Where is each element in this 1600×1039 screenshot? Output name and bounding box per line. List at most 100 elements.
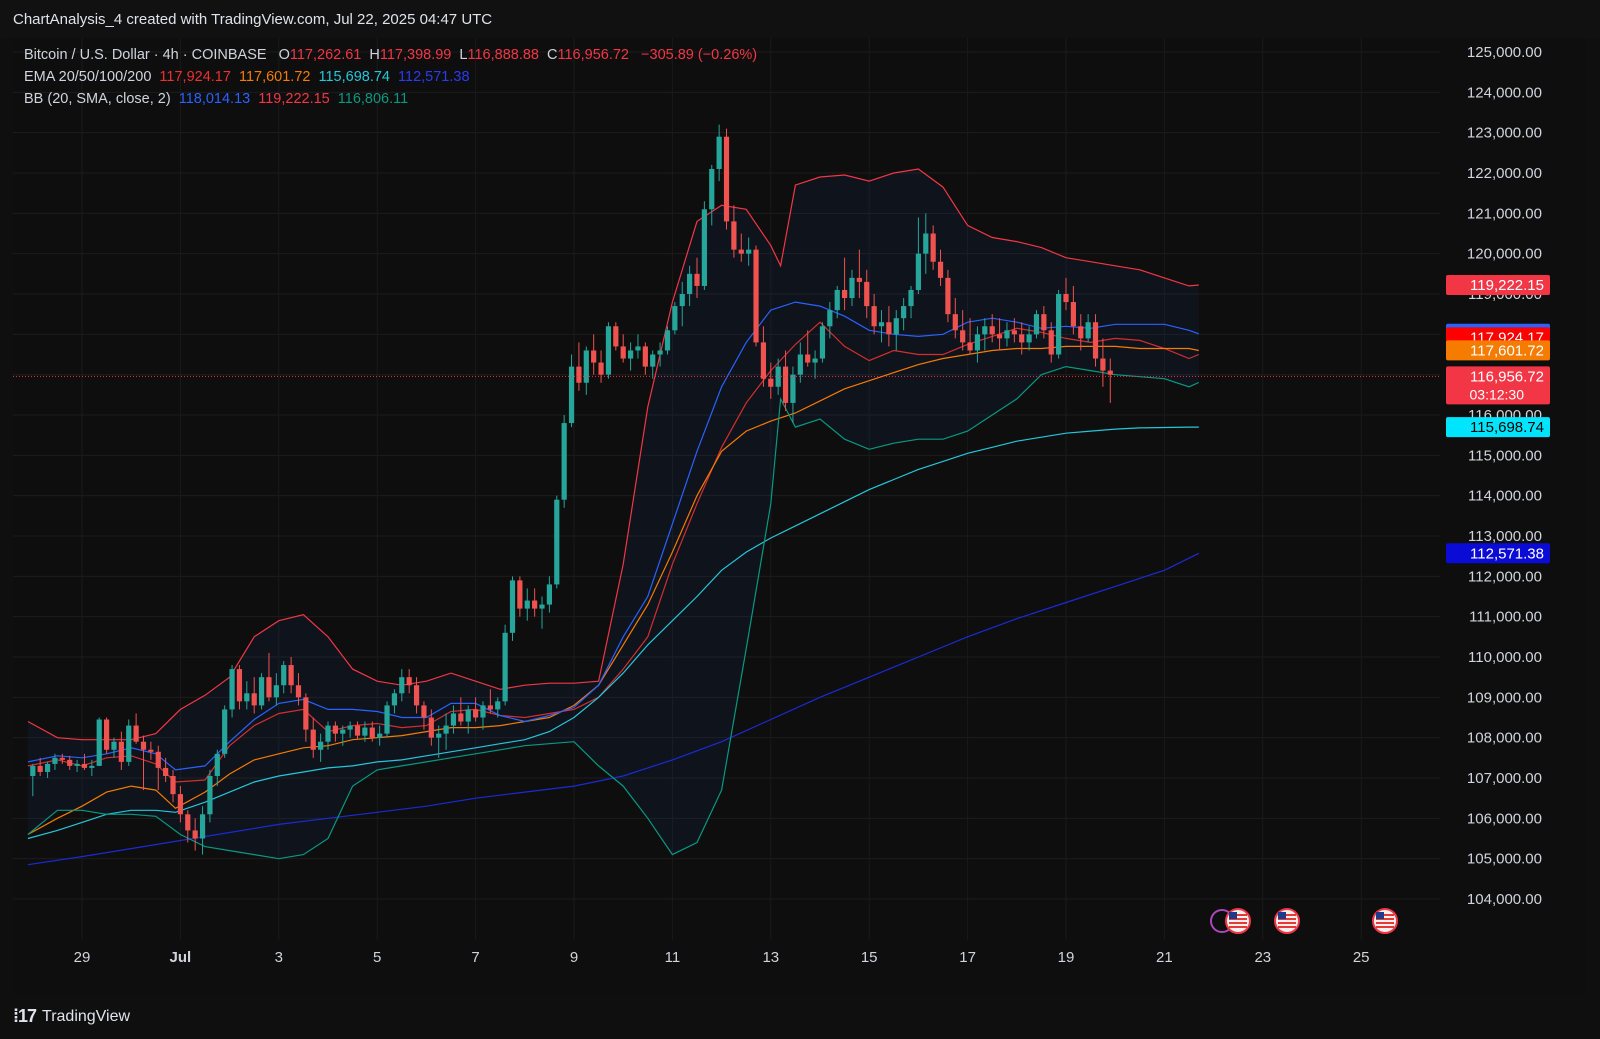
x-tick-label: 21 [1156, 949, 1173, 966]
candle-body [790, 374, 796, 403]
candle-body [524, 600, 530, 609]
candle-body [104, 719, 110, 750]
line-ema-50 [27, 345, 1199, 836]
candle-body [1085, 322, 1091, 339]
candle-body [901, 306, 907, 319]
candle-body [878, 322, 885, 327]
x-tick-label: 3 [275, 949, 283, 966]
candle-body [428, 717, 434, 738]
candle-body [384, 705, 390, 734]
candle-body [207, 775, 213, 815]
price-tag-label: 115,698.74 [1470, 419, 1544, 436]
line-ema-20 [27, 321, 1200, 783]
candlesticks [30, 124, 1113, 855]
candle-body [310, 729, 316, 750]
y-tick-label: 109,000.00 [1467, 689, 1542, 706]
x-tick-label: 13 [762, 949, 779, 966]
event-markers [1210, 908, 1398, 934]
bollinger-band-fill [27, 169, 1199, 859]
y-tick-label: 123,000.00 [1467, 125, 1542, 142]
time-axis: 29 Jul 3 5 7 9 11 13 15 17 19 21 23 25 [74, 949, 1370, 966]
candle-body [834, 289, 840, 311]
candle-body [273, 685, 279, 698]
candle-body [709, 168, 715, 210]
candle-body [303, 697, 309, 730]
y-tick-label: 104,000.00 [1467, 891, 1542, 908]
candle-body [687, 273, 693, 294]
flag-canton [1376, 912, 1384, 919]
flag-stripe [1376, 926, 1394, 928]
event-flag [1225, 908, 1251, 934]
chart-frame[interactable] [13, 38, 1586, 995]
candle-body [89, 765, 95, 768]
legend-ema-row[interactable]: EMA 20/50/100/200 117,924.17 117,601.72 … [24, 69, 474, 85]
candle-body [635, 346, 641, 351]
flag-stripe [1278, 918, 1296, 920]
candle-body [59, 757, 65, 760]
top-bar: ChartAnalysis_4 created with TradingView… [0, 0, 1600, 38]
candle-body [126, 725, 132, 762]
candle-body [170, 775, 176, 795]
candle-body [318, 741, 324, 750]
flag-stripe [1376, 914, 1394, 916]
candle-body [723, 136, 730, 222]
candle-body [1048, 330, 1054, 355]
candle-body [613, 326, 619, 347]
line-ema-100 [27, 426, 1199, 840]
candle-body [937, 261, 944, 278]
candle-body [133, 725, 139, 742]
candle-body [118, 741, 124, 762]
y-tick-label: 111,000.00 [1469, 609, 1542, 626]
candle-body [797, 354, 803, 375]
candle-body [214, 753, 220, 776]
candle-body [1011, 330, 1017, 335]
candle-body [377, 733, 383, 738]
y-tick-label: 122,000.00 [1467, 165, 1542, 182]
y-tick-label: 112,000.00 [1468, 568, 1542, 585]
candle-body [465, 709, 471, 722]
current-price-label: 116,956.72 [1470, 368, 1544, 385]
candle-body [908, 289, 914, 307]
candle-body [716, 136, 722, 169]
y-tick-label: 107,000.00 [1467, 770, 1542, 787]
candle-body [332, 725, 338, 734]
candle-body [923, 233, 929, 254]
x-tick-label: 9 [570, 949, 578, 966]
price-tag-label: 112,571.38 [1470, 545, 1544, 562]
flag-stripe [1376, 922, 1394, 924]
candle-body [96, 719, 102, 766]
candle-body [915, 253, 921, 290]
candle-body [782, 366, 789, 403]
y-tick-label: 115,000.00 [1468, 447, 1542, 464]
candle-body [413, 685, 420, 706]
candle-body [1078, 326, 1084, 339]
candle-body [406, 677, 412, 686]
open-value: 117,262.61 [289, 47, 362, 63]
candle-body [281, 665, 287, 686]
symbol-name[interactable]: Bitcoin / U.S. Dollar · 4h · COINBASE [24, 47, 267, 63]
low-value: 116,888.88 [467, 47, 539, 63]
candle-body [731, 221, 737, 250]
candle-body [52, 757, 58, 764]
x-tick-label: 23 [1254, 949, 1271, 966]
price-axis: 104,000.00 105,000.00 106,000.00 107,000.00… [1467, 44, 1542, 908]
x-tick-label: 5 [373, 949, 381, 966]
candle-body [369, 727, 375, 738]
footer-brand[interactable]: ⁞17 TradingView [13, 1006, 130, 1027]
event-flag [1372, 908, 1398, 934]
price-tag [1446, 340, 1550, 361]
candle-body [554, 499, 560, 585]
change-value: −305.89 (−0.26%) [641, 47, 758, 63]
candle-body [642, 346, 648, 367]
high-label: H [369, 47, 380, 63]
candle-body [679, 294, 685, 307]
candle-body [568, 366, 575, 424]
candle-body [81, 763, 88, 768]
flag-canton [1278, 912, 1286, 919]
legend-bb-row[interactable]: BB (20, SMA, close, 2) 118,014.13 119,22… [24, 91, 412, 107]
candle-body [819, 326, 826, 359]
candle-body [362, 727, 368, 736]
candle-body [996, 334, 1003, 339]
flag-canton [1229, 912, 1237, 919]
